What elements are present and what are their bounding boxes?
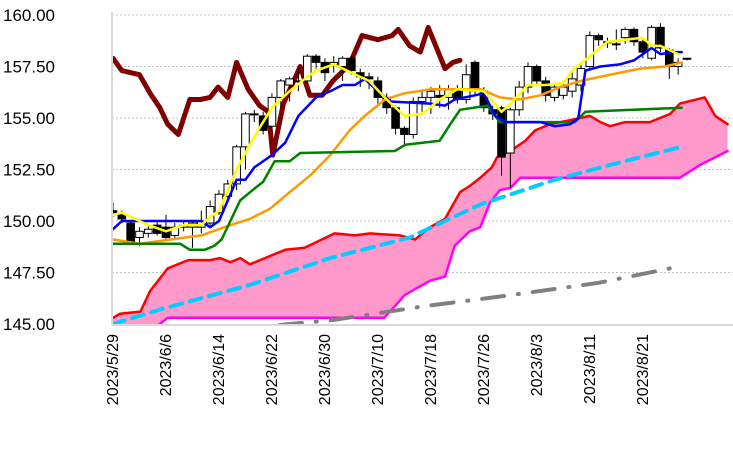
candle-body-down	[311, 55, 321, 63]
candle	[311, 54, 321, 69]
candle	[400, 126, 409, 147]
candle-body-up	[144, 228, 153, 234]
candle	[523, 62, 533, 94]
candle-body-down	[532, 66, 542, 82]
x-tick-label: 2023/6/14	[211, 334, 228, 405]
candle-body-up	[302, 55, 312, 82]
candle	[497, 105, 506, 176]
x-tick-label: 2023/6/30	[317, 334, 334, 405]
x-tick-label: 2023/7/10	[370, 334, 387, 405]
candle-body-up	[426, 90, 436, 98]
x-axis-ticks: 2023/5/29 2023/6/6 2023/6/14 2023/6/22 2023/…	[105, 334, 652, 405]
candle-body-up	[559, 86, 568, 96]
y-tick-label: 150.00	[3, 212, 55, 231]
candle	[620, 27, 630, 44]
candle	[426, 87, 436, 114]
candle	[276, 78, 286, 108]
gray-dash-dot-trend-line	[278, 266, 673, 324]
x-tick-label: 2023/6/22	[264, 334, 281, 405]
y-tick-label: 155.00	[3, 109, 55, 128]
candle	[594, 33, 603, 46]
x-tick-label: 2023/8/3	[529, 334, 546, 396]
y-tick-label: 157.50	[3, 58, 55, 77]
candle-body-down	[638, 41, 648, 53]
lagging-span-line	[112, 24, 463, 158]
x-tick-label: 2023/7/18	[423, 334, 440, 405]
candle-body-up	[461, 74, 471, 100]
candle-body-up	[135, 230, 144, 238]
candle	[682, 57, 692, 61]
candle-body-up	[276, 80, 286, 98]
candle-body-down	[656, 26, 665, 49]
base-line	[112, 46, 683, 231]
cyan-dashed-trend-line	[112, 144, 684, 324]
y-axis-ticks: 145.00 147.50 150.00 152.50 155.00 157.50 160.…	[3, 6, 55, 334]
candle-body-down	[594, 35, 603, 41]
candle	[541, 76, 550, 102]
candle-body-down	[541, 80, 550, 96]
candle	[241, 111, 250, 170]
candle	[285, 76, 294, 102]
candle-body-up	[682, 57, 692, 60]
x-tick-label: 2023/7/26	[476, 334, 493, 405]
candle-body-up	[232, 146, 241, 185]
candle	[161, 214, 171, 240]
candle-body-down	[400, 127, 409, 135]
candle-body-down	[470, 61, 480, 92]
y-tick-label: 152.50	[3, 161, 55, 180]
candle	[629, 27, 639, 46]
candle	[302, 54, 312, 86]
candle-body-up	[585, 35, 595, 67]
candle	[532, 64, 542, 86]
candle	[673, 58, 683, 75]
candle	[170, 223, 180, 240]
orange-moving-average-line	[112, 61, 683, 245]
candle	[205, 200, 215, 226]
y-tick-label: 160.00	[3, 6, 55, 25]
candle-body-up	[338, 57, 347, 67]
conversion-line	[112, 36, 680, 233]
y-tick-label: 145.00	[3, 315, 55, 334]
ichimoku-cloud	[113, 97, 728, 324]
candle	[126, 221, 135, 244]
x-tick-label: 2023/5/29	[105, 334, 122, 405]
x-tick-label: 2023/8/21	[635, 334, 652, 405]
candle-body-down	[117, 214, 127, 220]
y-tick-label: 147.50	[3, 264, 55, 283]
candle-body-down	[347, 57, 356, 72]
candle	[550, 82, 559, 102]
candle	[417, 91, 427, 112]
candle	[656, 23, 665, 53]
candle	[249, 109, 259, 123]
plot-area	[112, 23, 729, 324]
candle-body-up	[241, 113, 250, 148]
candle-body-up	[249, 113, 259, 116]
candle	[585, 31, 595, 71]
candle-body-up	[285, 78, 294, 86]
candle-body-down	[497, 107, 506, 158]
candle-body-up	[506, 109, 515, 154]
x-tick-label: 2023/8/11	[582, 334, 599, 404]
candle-body-up	[408, 101, 418, 135]
candle-body-up	[612, 43, 621, 46]
candle-body-down	[629, 28, 639, 43]
candle	[144, 225, 153, 238]
candle-body-up	[523, 66, 533, 88]
candle-body-up	[620, 28, 630, 39]
candle-body-down	[126, 222, 135, 243]
candle-body-up	[417, 96, 427, 103]
x-tick-label: 2023/6/6	[158, 334, 175, 396]
